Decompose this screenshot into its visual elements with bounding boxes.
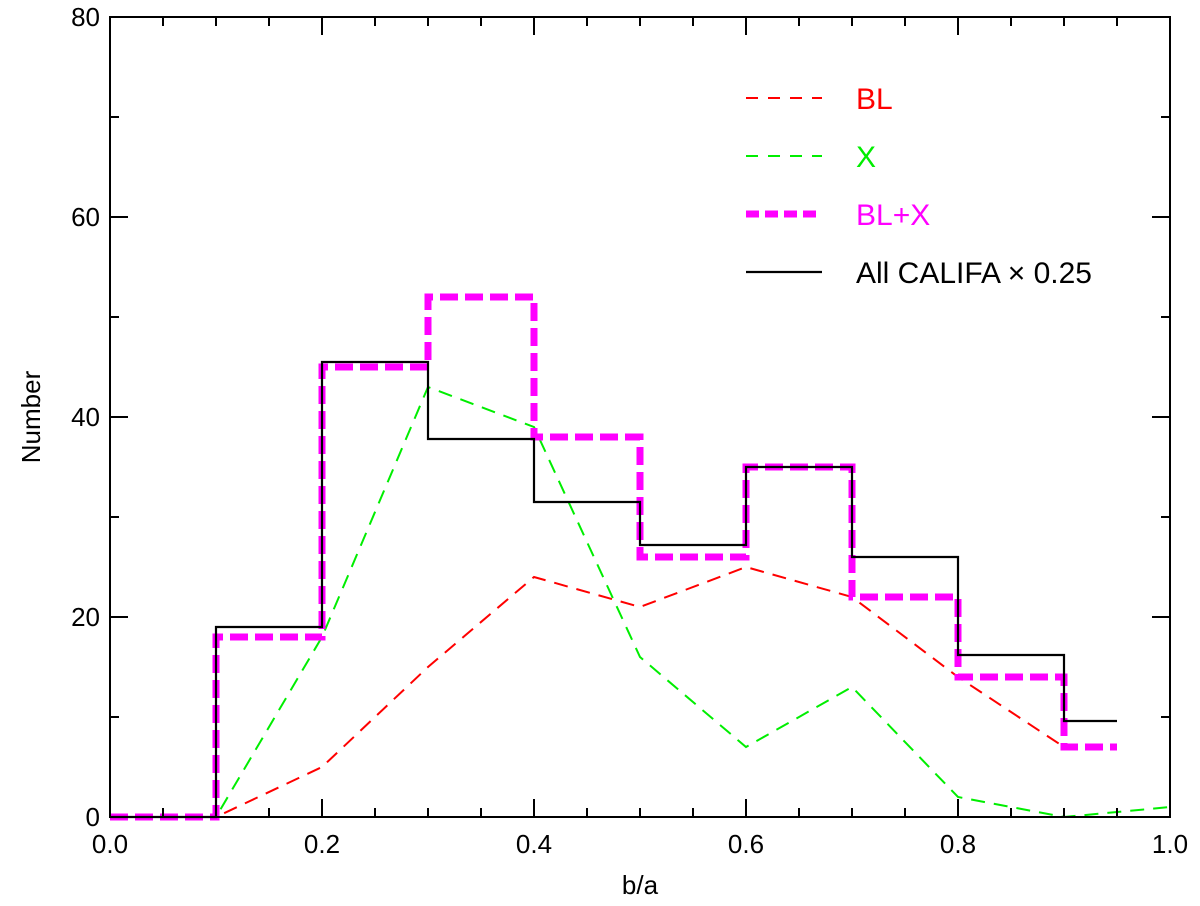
- y-tick-label: 0: [86, 802, 100, 832]
- series-line-x: [110, 385, 1171, 819]
- x-tick-label: 0.8: [940, 829, 976, 859]
- legend-label: BL: [856, 83, 893, 116]
- legend-label: All CALIFA × 0.25: [856, 257, 1092, 290]
- series-line-bl: [110, 565, 1065, 818]
- y-tick-label: 40: [71, 402, 100, 432]
- series-line-all-califa-0-25: [110, 360, 1117, 819]
- tick-labels-layer: 0.0 0.2 0.4 0.6 0.8 1.0 0 20 40 60 80: [71, 2, 1188, 859]
- x-tick-label: 0.6: [728, 829, 764, 859]
- x-axis-label: b/a: [622, 870, 659, 900]
- y-tick-label: 20: [71, 602, 100, 632]
- ticks-layer: [109, 16, 1171, 818]
- x-tick-label: 0.2: [304, 829, 340, 859]
- series-layer: [110, 293, 1171, 821]
- x-tick-label: 1.0: [1152, 829, 1188, 859]
- legend-label: BL+X: [856, 199, 930, 232]
- y-tick-label: 80: [71, 2, 100, 32]
- legend-label: X: [856, 141, 876, 174]
- legend: BL X BL+X All CALIFA × 0.25: [746, 83, 1092, 290]
- plot-frame: [109, 16, 1171, 818]
- y-tick-label: 60: [71, 202, 100, 232]
- x-tick-label: 0.4: [516, 829, 552, 859]
- y-axis-label: Number: [16, 370, 46, 463]
- x-tick-label: 0.0: [92, 829, 128, 859]
